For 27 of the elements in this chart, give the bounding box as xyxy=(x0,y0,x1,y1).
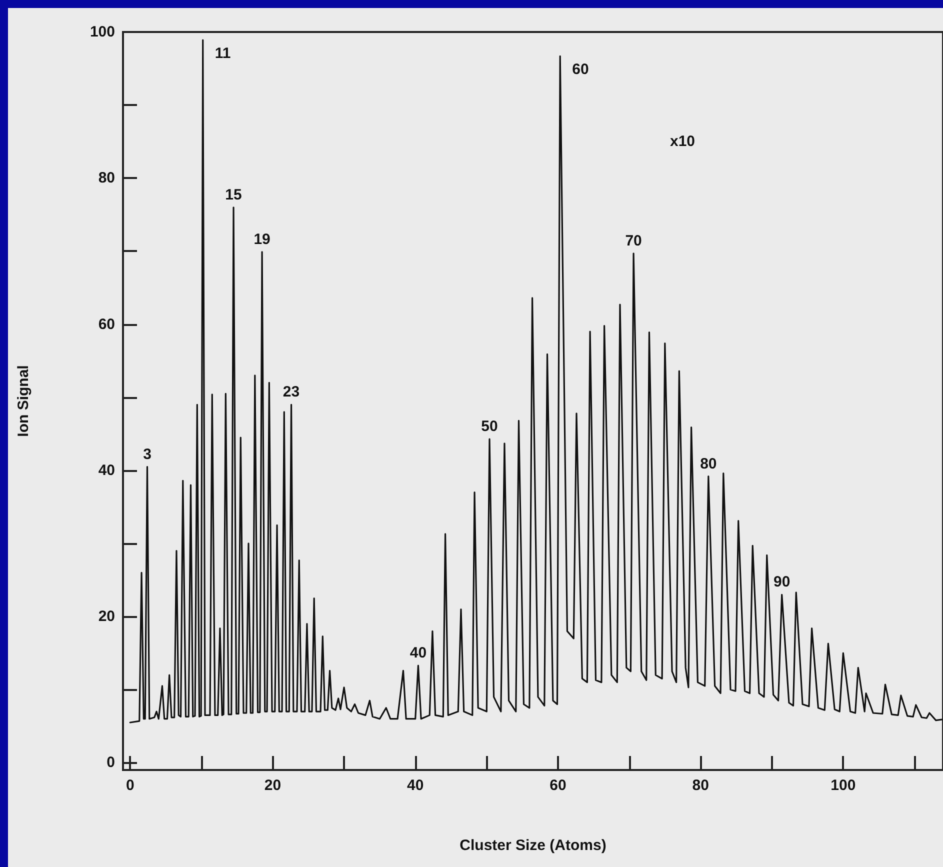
x-tick-label: 100 xyxy=(830,777,856,794)
x-tick-label: 20 xyxy=(264,777,282,794)
y-tick-label: 100 xyxy=(90,24,115,40)
y-tick-label: 0 xyxy=(106,754,115,772)
annotation: x10 xyxy=(670,133,696,150)
x-tick-label: 0 xyxy=(126,777,134,794)
annotation: 40 xyxy=(410,644,427,662)
x-tick-label: 40 xyxy=(407,777,424,794)
annotation: 15 xyxy=(225,186,242,204)
annotation: 60 xyxy=(572,61,589,78)
y-axis-title: Ion Signal xyxy=(15,365,32,437)
annotation: 3 xyxy=(143,446,152,463)
annotation: 23 xyxy=(282,384,300,401)
line-series xyxy=(129,39,942,724)
annotation: 70 xyxy=(625,232,642,250)
annotation: 19 xyxy=(254,230,270,248)
y-tick-label: 80 xyxy=(98,170,115,187)
annotation: 50 xyxy=(481,418,498,435)
x-tick-label: 60 xyxy=(550,777,566,794)
y-tick-label: 40 xyxy=(98,462,115,479)
annotation: 80 xyxy=(700,455,717,472)
y-tick-label: 60 xyxy=(98,316,115,333)
annotation: 90 xyxy=(774,574,790,591)
x-tick-label: 80 xyxy=(692,777,709,794)
annotation: 11 xyxy=(214,45,231,62)
y-tick-label: 20 xyxy=(98,608,115,626)
x-axis-title: Cluster Size (Atoms) xyxy=(460,837,606,854)
